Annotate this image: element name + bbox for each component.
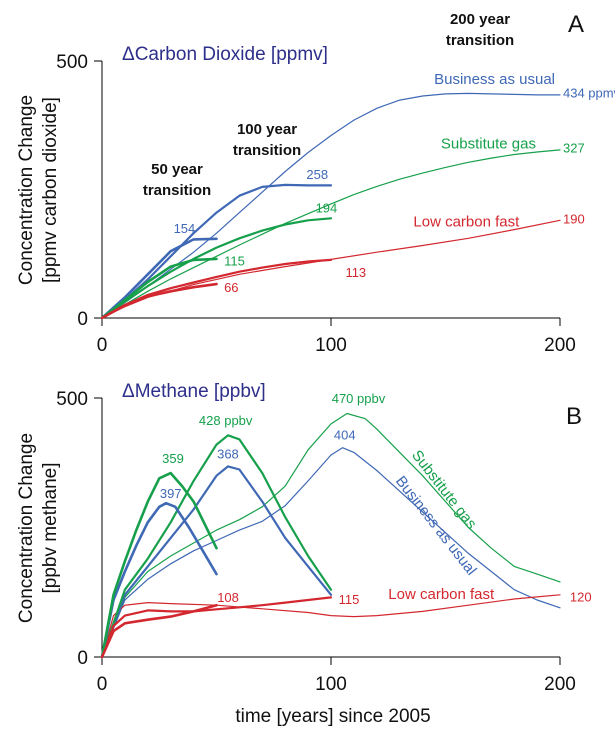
panel-a-xtick-label-0: 0 bbox=[97, 335, 108, 356]
panel-a: 500 0 0 100 200 Concentration Change [pp… bbox=[16, 11, 615, 356]
panel-b-line-low-carbon-fast-100yr bbox=[100, 596, 333, 659]
panel-a-title: ΔCarbon Dioxide [ppmv] bbox=[122, 44, 328, 65]
panel-b-line-low-carbon-fast-50yr bbox=[100, 603, 218, 659]
panel-b-ylabel-line2: [ppbv methane] bbox=[40, 463, 61, 594]
panel-b: 500 0 0 100 200 Concentration Change [pp… bbox=[16, 381, 592, 727]
panel-a-line-business-as-usual-100yr bbox=[100, 183, 333, 320]
panel-a-series bbox=[100, 92, 561, 320]
panel-a-data-label-113-8: 113 bbox=[345, 265, 366, 280]
panel-a-data-label-business-as-usual-1: Business as usual bbox=[434, 71, 555, 88]
panel-b-data-label-404-1: 404 bbox=[334, 427, 356, 442]
panel-b-data-label-108-8: 108 bbox=[217, 590, 239, 605]
panel-a-data-label-190-4: 190 bbox=[563, 211, 585, 226]
panel-a-data-label-substitute-gas-3: Substitute gas bbox=[441, 135, 536, 152]
panel-a-transition-200-line2: transition bbox=[446, 32, 514, 49]
panel-b-ytick-label-500: 500 bbox=[56, 389, 88, 410]
panel-b-xtick-label-200: 200 bbox=[544, 674, 576, 695]
panel-a-data-label-low-carbon-fast-5: Low carbon fast bbox=[413, 214, 520, 231]
panel-b-line-business-as-usual-100yr bbox=[100, 465, 333, 659]
panel-a-data-label-154-9: 154 bbox=[174, 221, 196, 236]
panel-a-data-label-66-11: 66 bbox=[224, 280, 238, 295]
panel-b-title: ΔMethane [ppbv] bbox=[122, 381, 266, 402]
panel-b-data-label-368-5: 368 bbox=[217, 447, 239, 462]
panel-b-data-label-115-9: 115 bbox=[339, 592, 360, 607]
panel-b-data-label-359-6: 359 bbox=[162, 451, 184, 466]
panel-b-ylabel-line1: Concentration Change bbox=[16, 433, 37, 623]
panel-a-line-substitute-gas-200yr bbox=[101, 149, 561, 319]
panel-b-data-label-120-11: 120 bbox=[570, 589, 592, 604]
panel-b-line-substitute-gas-200yr bbox=[101, 412, 561, 658]
panel-b-line-business-as-usual-200yr bbox=[101, 447, 561, 658]
panel-b-data-label-470-ppbv-0: 470 ppbv bbox=[332, 391, 386, 406]
panel-b-series bbox=[100, 412, 561, 659]
panel-a-data-label-194-7: 194 bbox=[316, 201, 338, 216]
panel-a-transition-100-line1: 100 year bbox=[237, 121, 297, 138]
panel-b-line-substitute-gas-100yr bbox=[100, 434, 333, 659]
panel-b-line-low-carbon-fast-200yr bbox=[101, 594, 561, 658]
panel-a-transition-100-line2: transition bbox=[233, 142, 301, 159]
panel-b-data-label-low-carbon-fast-10: Low carbon fast bbox=[388, 586, 495, 603]
panel-a-data-label-115-10: 115 bbox=[224, 253, 245, 268]
panel-b-ytick-label-0: 0 bbox=[77, 648, 88, 669]
panel-b-letter: B bbox=[566, 403, 582, 430]
panel-b-data-label-397-7: 397 bbox=[160, 486, 182, 501]
panel-a-ytick-label-500: 500 bbox=[56, 52, 88, 73]
panel-a-transition-200-line1: 200 year bbox=[450, 11, 510, 28]
panel-b-xtick-label-0: 0 bbox=[97, 674, 108, 695]
panel-a-ytick-label-0: 0 bbox=[77, 309, 88, 330]
panel-a-data-label-434-ppmv-0: 434 ppmv bbox=[563, 85, 615, 100]
panel-a-transition-50-line1: 50 year bbox=[151, 161, 203, 178]
panel-b-xtick-label-100: 100 bbox=[315, 674, 347, 695]
panel-a-letter: A bbox=[568, 11, 584, 38]
panel-b-line-substitute-gas-50yr bbox=[100, 471, 218, 659]
panel-b-data-label-428-ppbv-4: 428 ppbv bbox=[199, 413, 253, 428]
panel-a-line-business-as-usual-50yr bbox=[100, 237, 218, 320]
panel-a-ylabel-line1: Concentration Change bbox=[16, 95, 37, 285]
panel-a-line-substitute-gas-50yr bbox=[100, 257, 218, 320]
panel-a-line-low-carbon-fast-50yr bbox=[100, 282, 218, 320]
panel-a-data-label-258-6: 258 bbox=[306, 167, 328, 182]
panel-b-xlabel: time [years] since 2005 bbox=[235, 706, 430, 727]
panel-a-line-substitute-gas-100yr bbox=[100, 217, 333, 320]
panel-a-xtick-label-100: 100 bbox=[315, 335, 347, 356]
panel-a-ylabel-line2: [ppmv carbon dioxide] bbox=[40, 97, 61, 283]
panel-b-line-business-as-usual-50yr bbox=[100, 501, 218, 659]
panel-a-transition-50-line2: transition bbox=[143, 182, 211, 199]
panel-a-xtick-label-200: 200 bbox=[544, 335, 576, 356]
panel-a-data-label-327-2: 327 bbox=[563, 140, 585, 155]
panel-a-labels: 434 ppmv Business as usual 327 Substitute g… bbox=[174, 71, 615, 295]
